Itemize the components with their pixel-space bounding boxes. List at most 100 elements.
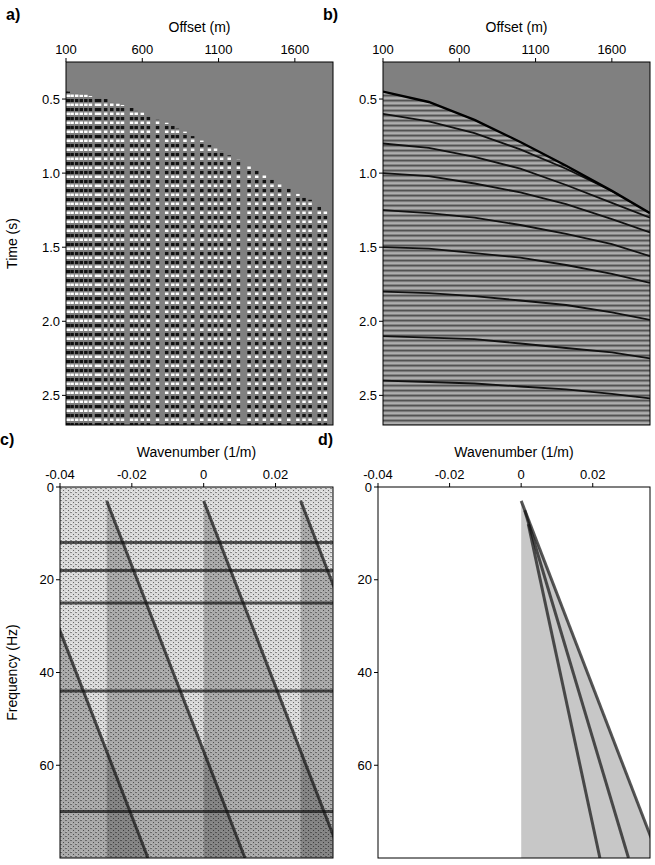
trace: [270, 179, 274, 425]
x-tick: [203, 483, 204, 487]
x-tick: [535, 58, 536, 62]
energy-band: [60, 569, 333, 572]
y-tick-label: 2.5: [42, 388, 60, 403]
y-tick: [379, 99, 383, 100]
trace: [183, 132, 187, 425]
trace: [237, 160, 241, 425]
y-tick-label: 1.5: [42, 240, 60, 255]
first-break: [383, 92, 650, 214]
trace: [191, 136, 195, 425]
frame: [60, 487, 333, 858]
trace: [121, 105, 125, 425]
trace: [278, 183, 282, 425]
trace: [67, 92, 71, 425]
panel: 100600110016000.51.01.52.02.5Offset (m)b…: [323, 6, 650, 425]
panel-letter: b): [323, 6, 338, 23]
x-tick: [592, 483, 593, 487]
y-tick: [56, 672, 60, 673]
y-tick: [62, 247, 66, 248]
x-tick-label: 100: [55, 42, 77, 57]
y-tick-label: 40: [40, 665, 54, 680]
reflection: [383, 247, 650, 283]
trace: [104, 99, 108, 425]
x-tick-label: 1100: [205, 42, 233, 57]
x-tick-label: -0.02: [435, 467, 465, 482]
y-tick: [62, 173, 66, 174]
y-tick: [379, 395, 383, 396]
trace: [80, 95, 84, 425]
x-tick-label: -0.02: [117, 467, 147, 482]
y-tick-label: 2.5: [359, 388, 377, 403]
y-tick-label: 1.5: [359, 240, 377, 255]
energy-band: [60, 810, 333, 813]
plot-area: [378, 487, 650, 858]
x-tick-label: 100: [372, 42, 394, 57]
x-tick-label: 1100: [522, 42, 550, 57]
panel-letter: d): [318, 431, 333, 448]
trace: [302, 197, 306, 425]
trace: [147, 115, 151, 425]
x-tick: [131, 483, 132, 487]
trace: [75, 93, 79, 425]
trace: [84, 95, 88, 425]
y-tick: [62, 321, 66, 322]
trace: [318, 206, 322, 425]
reflection: [383, 336, 650, 358]
energy-band: [525, 510, 629, 858]
energy-fan: [521, 501, 650, 858]
panel-letter: a): [6, 6, 20, 23]
y-tick: [56, 579, 60, 580]
y-tick-label: 1.0: [42, 166, 60, 181]
trace: [200, 141, 204, 425]
trace: [324, 210, 328, 425]
x-tick: [449, 483, 450, 487]
x-tick: [218, 58, 219, 62]
frame: [383, 62, 650, 425]
x-tick: [275, 483, 276, 487]
y-tick-label: 0: [365, 480, 372, 495]
x-tick-label: 0.02: [580, 467, 605, 482]
x-tick-label: 0: [518, 467, 525, 482]
panel: 100600110016000.51.01.52.02.5Offset (m)T…: [4, 6, 333, 425]
trace: [247, 166, 251, 425]
plot-area: [383, 62, 650, 425]
y-tick: [62, 99, 66, 100]
y-tick-label: 0.5: [359, 92, 377, 107]
y-tick-label: 60: [40, 758, 54, 773]
frame: [378, 487, 650, 858]
x-tick: [294, 58, 295, 62]
trace: [176, 129, 180, 425]
y-tick-label: 0.5: [42, 92, 60, 107]
trace: [228, 155, 232, 425]
energy-band: [204, 501, 333, 858]
panel: -0.04-0.0200.020204060Wavenumber (1/m)d): [318, 431, 655, 858]
y-tick-label: 0: [47, 480, 54, 495]
x-tick: [378, 483, 379, 487]
panel-letter: c): [0, 431, 14, 448]
energy-band: [301, 501, 333, 858]
y-tick: [374, 765, 378, 766]
trace: [98, 98, 102, 425]
x-tick: [611, 58, 612, 62]
figure: 100600110016000.51.01.52.02.5Offset (m)T…: [0, 0, 655, 865]
y-tick: [56, 487, 60, 488]
y-tick-label: 2.0: [359, 314, 377, 329]
trace: [134, 111, 138, 425]
energy-band: [60, 601, 333, 604]
y-tick: [379, 247, 383, 248]
y-axis-title: Frequency (Hz): [4, 624, 20, 720]
x-tick-label: 1600: [280, 42, 309, 57]
trace: [70, 93, 74, 425]
y-tick: [379, 321, 383, 322]
y-tick: [62, 395, 66, 396]
x-tick: [521, 483, 522, 487]
y-tick: [374, 672, 378, 673]
reflection: [383, 292, 650, 320]
x-tick-label: 0: [200, 467, 207, 482]
x-axis-title: Wavenumber (1/m): [454, 444, 573, 460]
y-tick: [56, 765, 60, 766]
trace: [296, 194, 300, 425]
trace: [156, 120, 160, 425]
trace: [130, 108, 134, 425]
x-tick-label: 600: [448, 42, 470, 57]
